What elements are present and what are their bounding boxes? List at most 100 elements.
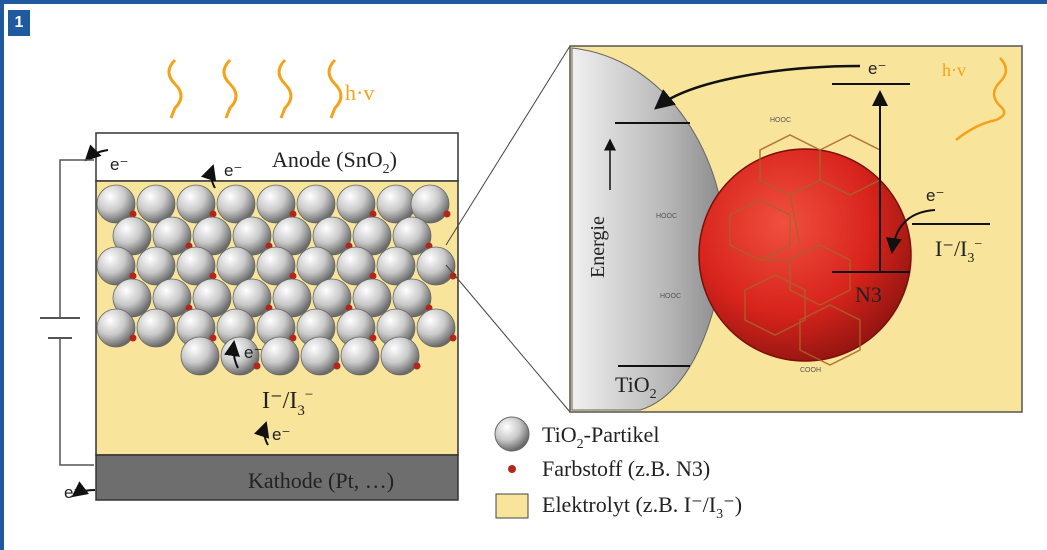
electron-flow-arrows xyxy=(71,144,270,498)
dye-dot xyxy=(449,334,457,342)
legend-electrolyte-label: Elektrolyt (z.B. I⁻/I3⁻) xyxy=(542,492,742,522)
tio2-particle xyxy=(336,184,376,224)
figure-top-rule xyxy=(0,0,1047,4)
electron-label-regeneration: e⁻ xyxy=(926,186,944,205)
tio2-particle xyxy=(256,184,296,224)
dye-dot xyxy=(209,334,217,342)
tio2-particle xyxy=(136,246,176,286)
electron-label-excited: e⁻ xyxy=(868,59,886,78)
anchor-group-label-4: COOH xyxy=(800,367,821,374)
cathode-layer xyxy=(95,454,459,501)
dye-dot xyxy=(289,272,297,280)
figure-number-badge: 1 xyxy=(8,10,30,36)
dye-dot xyxy=(449,272,457,280)
tio2-particle xyxy=(410,184,450,224)
tio2-particle xyxy=(392,278,432,318)
tio2-particle xyxy=(416,308,456,348)
electron-label-electrolyte: e⁻ xyxy=(272,425,290,444)
dye-dot xyxy=(369,210,377,218)
energy-axis-label: Energie xyxy=(587,216,609,278)
tio2-particle xyxy=(152,278,192,318)
dye-dot xyxy=(253,362,261,370)
tio2-label: TiO2 xyxy=(615,372,657,402)
legend-dye-icon xyxy=(508,465,516,473)
tio2-particle xyxy=(216,246,256,286)
electron-label-anode-mid: e⁻ xyxy=(224,161,242,180)
tio2-particle xyxy=(136,308,176,348)
tio2-particle xyxy=(112,278,152,318)
dye-label: N3 xyxy=(855,282,882,307)
tio2-particle xyxy=(232,216,272,256)
dye-dot xyxy=(129,334,137,342)
electron-label-anode-left: e⁻ xyxy=(110,155,128,174)
photon-label-left: h·v xyxy=(345,80,374,105)
photon-wave-icons xyxy=(167,58,343,119)
tio2-particle xyxy=(192,278,232,318)
tio2-particle-cluster xyxy=(96,184,457,376)
tio2-particle xyxy=(376,246,416,286)
anode-layer xyxy=(95,132,459,182)
dye-dot xyxy=(369,272,377,280)
legend-particle-icon xyxy=(494,416,530,452)
dye-dot xyxy=(289,334,297,342)
tio2-particle xyxy=(416,246,456,286)
dye-dot xyxy=(413,362,421,370)
tio2-particle xyxy=(352,278,392,318)
tio2-particle xyxy=(176,246,216,286)
tio2-particle xyxy=(352,216,392,256)
electron-label-particle: e⁻ xyxy=(244,343,262,362)
injection-arrow xyxy=(654,64,861,110)
dye-dot xyxy=(209,210,217,218)
dye-dot xyxy=(209,272,217,280)
electrolyte-label-right: I⁻/I3− xyxy=(935,236,982,266)
dye-dot xyxy=(333,362,341,370)
tio2-particle xyxy=(192,216,232,256)
anchor-group-label-2: HOOC xyxy=(660,293,681,300)
zoom-connector-lines xyxy=(445,45,571,413)
tio2-particle xyxy=(312,216,352,256)
energy-level-lines xyxy=(615,83,990,367)
photon-wave-icon-right xyxy=(955,57,1008,141)
legend-electrolyte-icon xyxy=(495,493,529,519)
tio2-particle xyxy=(180,336,220,376)
tio2-particle xyxy=(256,246,296,286)
dye-dot xyxy=(289,210,297,218)
tio2-particle xyxy=(336,246,376,286)
dye-sphere xyxy=(698,148,912,362)
cathode-label: Kathode (Pt, …) xyxy=(248,468,394,493)
tio2-particle xyxy=(96,308,136,348)
tio2-particle xyxy=(300,336,340,376)
dye-dot xyxy=(129,272,137,280)
tio2-particle xyxy=(96,246,136,286)
tio2-particle xyxy=(96,184,136,224)
tio2-particle xyxy=(312,278,352,318)
tio2-particle xyxy=(152,216,192,256)
anchor-group-label-3: HOOC xyxy=(770,117,791,124)
tio2-particle xyxy=(272,216,312,256)
tio2-particle xyxy=(296,246,336,286)
external-circuit-wire xyxy=(40,159,94,466)
electrolyte-label-left: I⁻/I3− xyxy=(262,387,313,419)
tio2-particle xyxy=(112,216,152,256)
tio2-particle xyxy=(340,336,380,376)
dye-dot xyxy=(129,210,137,218)
tio2-particle xyxy=(176,184,216,224)
legend-dye-label: Farbstoff (z.B. N3) xyxy=(542,456,710,481)
tio2-particle xyxy=(296,184,336,224)
tio2-particle xyxy=(380,336,420,376)
regeneration-arrow xyxy=(885,209,936,254)
figure-left-rule xyxy=(0,0,4,550)
tio2-particle xyxy=(232,278,272,318)
dye-dot xyxy=(369,334,377,342)
tio2-particle xyxy=(392,216,432,256)
legend-particle-label: TiO2-Partikel xyxy=(542,422,659,452)
photon-label-right: h·v xyxy=(942,60,966,80)
tio2-particle xyxy=(272,278,312,318)
tio2-particle xyxy=(260,336,300,376)
anode-label: Anode (SnO2) xyxy=(272,147,397,177)
tio2-particle xyxy=(136,184,176,224)
tio2-particle xyxy=(216,184,256,224)
dye-dot xyxy=(443,210,451,218)
anchor-group-label-1: HOOC xyxy=(656,213,677,220)
